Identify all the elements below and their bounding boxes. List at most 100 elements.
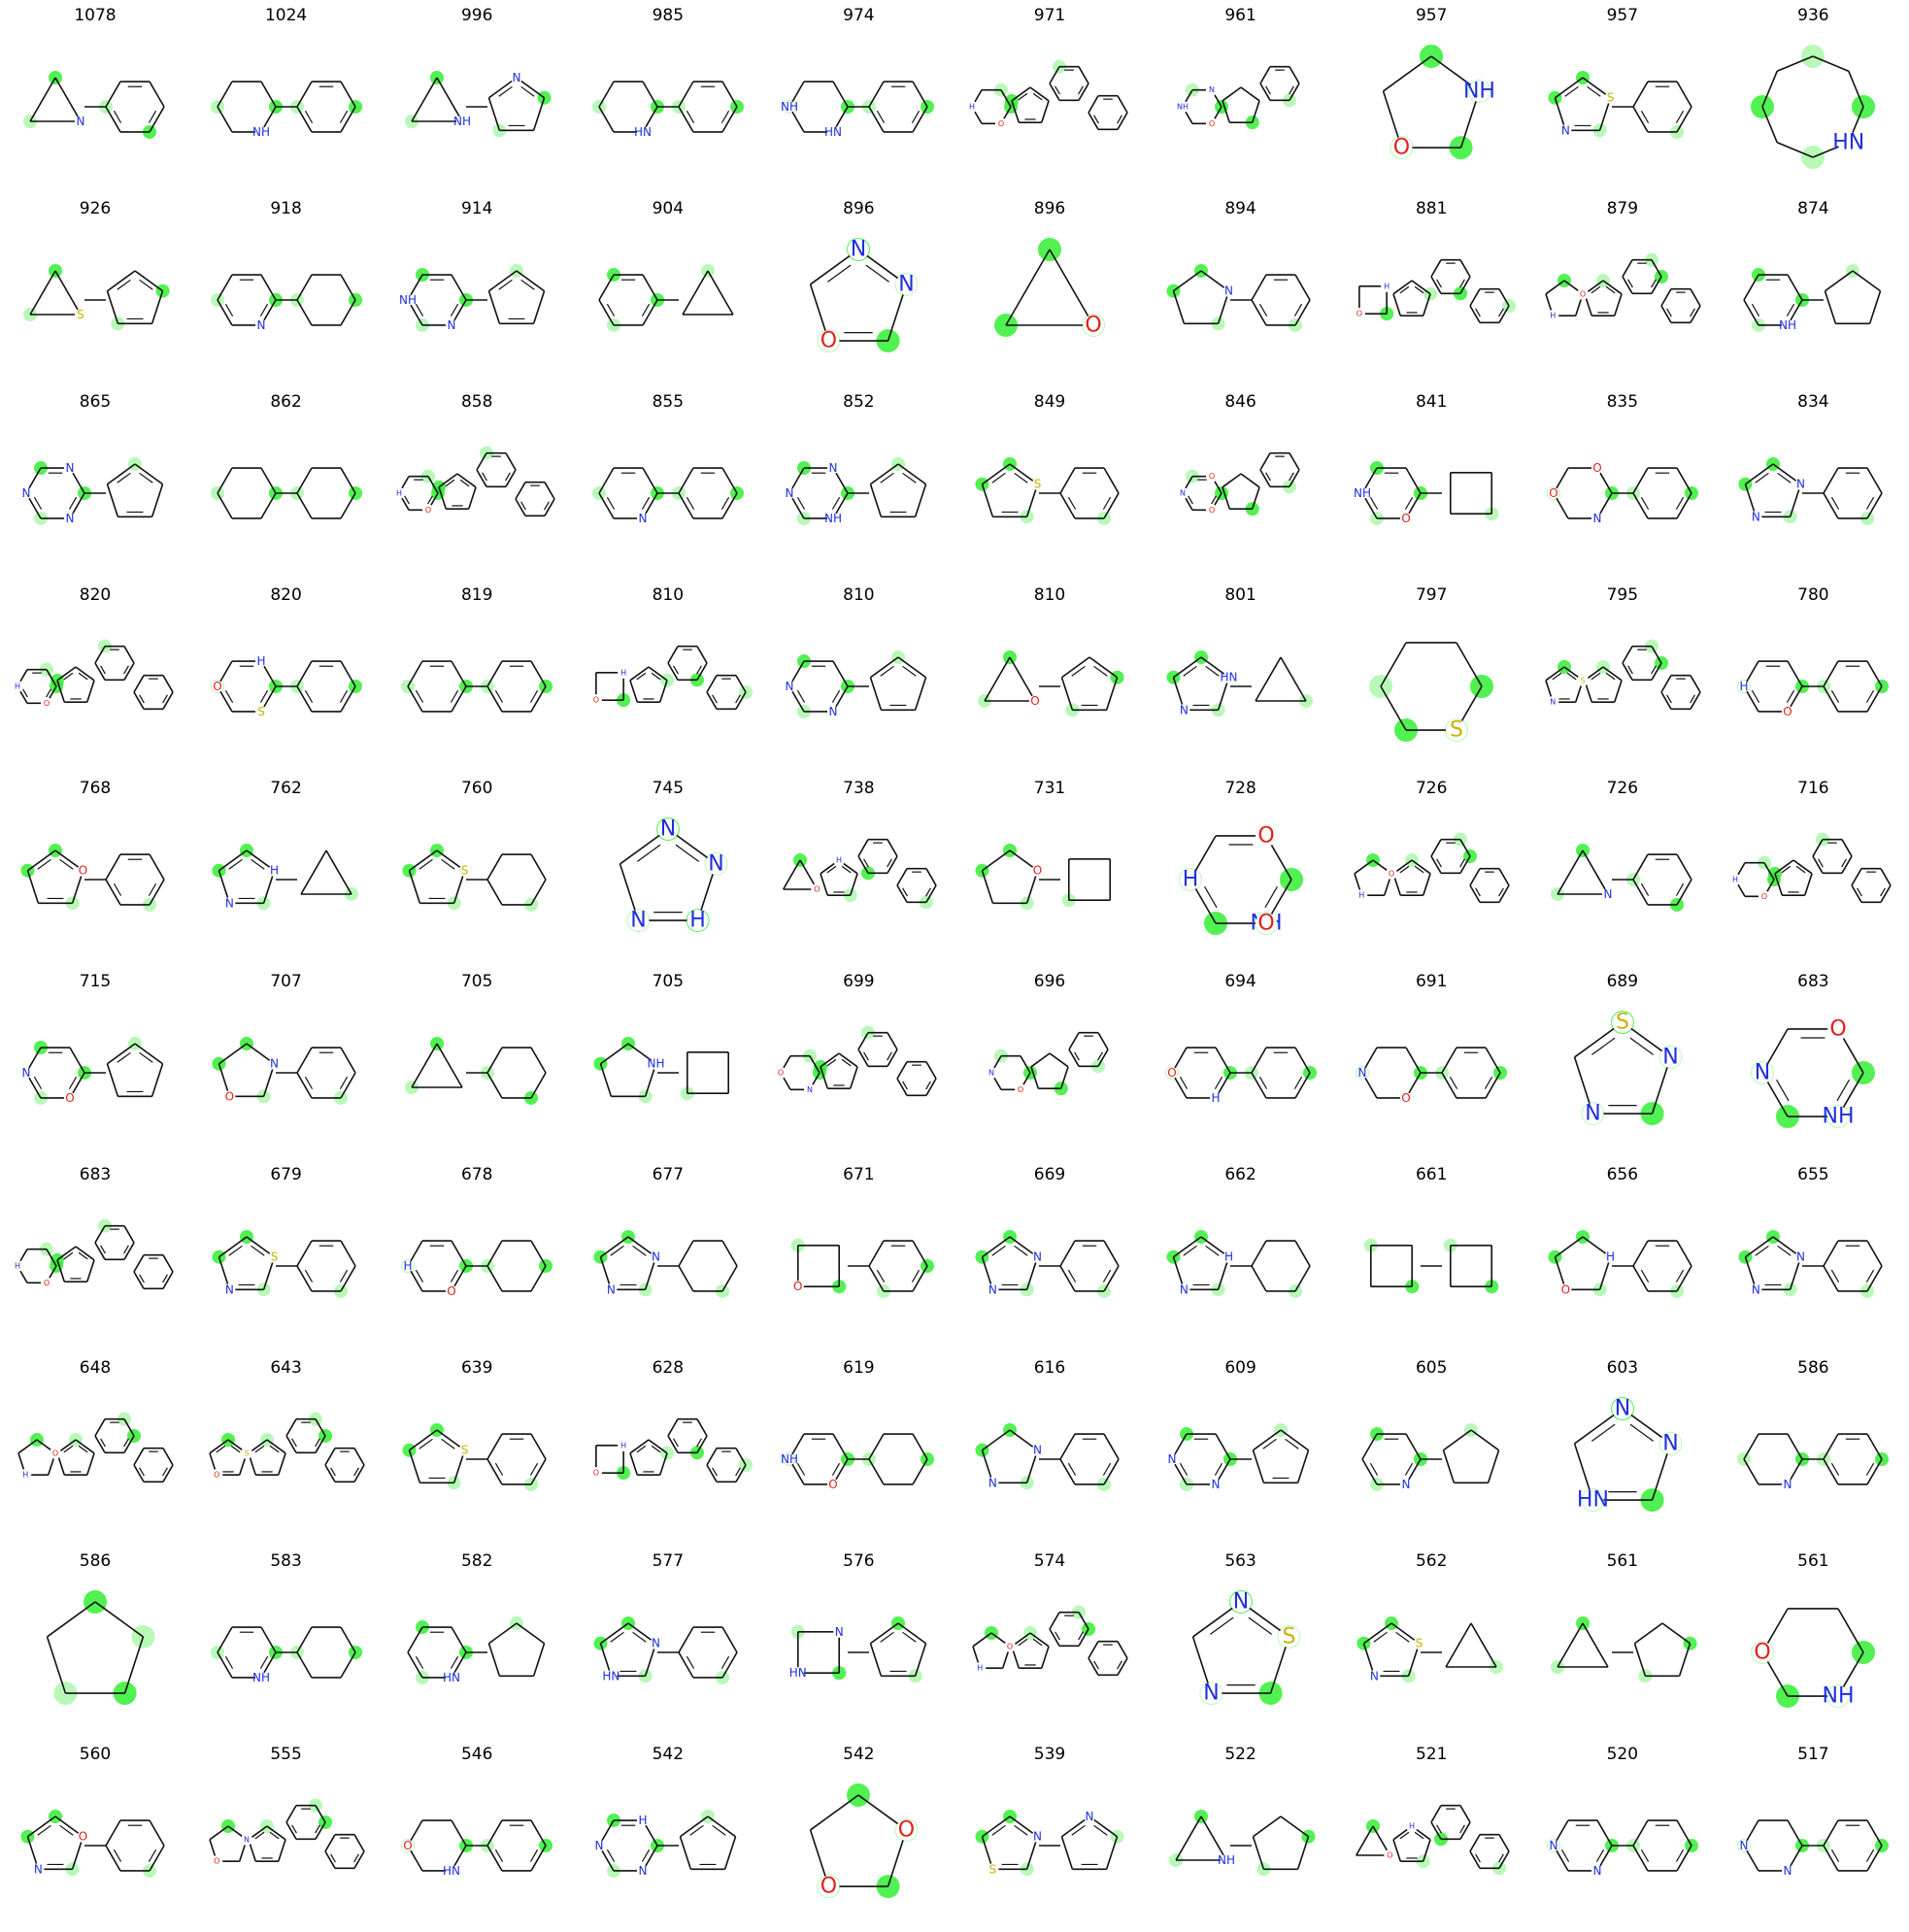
double-bond: [78, 672, 88, 681]
atom-label: N: [1561, 123, 1570, 137]
double-bond: [1102, 1462, 1112, 1476]
phenyl-pyridine-icon: N: [591, 467, 744, 525]
atom-label: S: [1607, 91, 1615, 105]
atom-label: O: [821, 329, 837, 353]
atom-label: O: [1208, 472, 1214, 481]
double-bond: [1796, 865, 1806, 874]
double-bond: [352, 1467, 359, 1477]
atom-label: NH: [824, 512, 842, 525]
bond: [438, 486, 448, 510]
double-bond: [1591, 672, 1601, 681]
bond: [706, 691, 718, 710]
double-bond: [672, 1438, 679, 1448]
bond: [1240, 86, 1260, 102]
double-bond: [520, 501, 527, 511]
bond: [1676, 853, 1692, 881]
bond: [486, 879, 503, 906]
bond: [85, 1452, 95, 1476]
atom-label-bg: [446, 1671, 458, 1683]
bond: [75, 1246, 95, 1261]
bond: [134, 463, 164, 485]
double-bond: [259, 303, 268, 316]
fmoc-linker-icon: OH: [1354, 832, 1510, 904]
atom-label: H: [620, 1441, 626, 1449]
atom-label-bg: [64, 512, 76, 524]
bond: [1252, 1836, 1264, 1870]
count-label: 841: [1415, 392, 1448, 412]
atom-label-bg: [1591, 512, 1603, 524]
double-bond: [641, 1849, 650, 1862]
double-bond: [1485, 1076, 1493, 1089]
atom-label: N: [224, 1282, 233, 1296]
atom-label-bg: [1255, 913, 1277, 935]
count-label: 561: [1606, 1551, 1639, 1571]
atom-label: O: [1401, 1091, 1410, 1105]
atom-label-bg: [1381, 280, 1393, 292]
atom-label: N: [1167, 1452, 1176, 1466]
atom-label-bg: [1611, 1398, 1633, 1419]
count-label: 810: [1033, 585, 1066, 605]
atom-label: N: [1179, 1282, 1188, 1296]
bond: [1866, 685, 1884, 713]
bond: [868, 1433, 886, 1460]
bond: [1622, 259, 1633, 278]
molecule-cell: 841 O NH: [1336, 386, 1526, 580]
count-label: 834: [1797, 392, 1829, 412]
count-label: 904: [652, 199, 685, 218]
molecule-cell: 894 N: [1146, 193, 1336, 386]
atom-label-bg: [1220, 1854, 1232, 1866]
atom-label-bg: [254, 655, 267, 668]
double-bond: [224, 1655, 233, 1669]
count-label: 661: [1415, 1165, 1448, 1184]
atom-label-bg: [1827, 1106, 1850, 1128]
double-bond: [304, 689, 313, 703]
bond: [1661, 1622, 1691, 1645]
double-bond: [78, 1445, 88, 1453]
bond: [1068, 1049, 1080, 1067]
bond: [1060, 1836, 1074, 1870]
bond: [1088, 112, 1099, 130]
atom-label-bg: [446, 318, 458, 331]
atom-label-bg: [456, 116, 469, 127]
bond: [1823, 660, 1840, 687]
atom-label: O: [829, 1478, 838, 1491]
atom-label-bg: [240, 1447, 252, 1459]
molecule-cell: 603 N HN N: [1527, 1352, 1718, 1546]
bond: [1363, 1622, 1392, 1645]
atom-label-bg: [1738, 681, 1751, 692]
bond: [408, 1449, 421, 1483]
bond: [810, 1794, 859, 1831]
fmoc-linker-icon: OH: [589, 1417, 753, 1483]
double-bond: [530, 689, 539, 703]
bond: [1498, 288, 1510, 307]
atom-label: HN: [443, 1671, 460, 1684]
atom-label: HN: [1577, 1488, 1609, 1513]
bond: [1059, 467, 1076, 494]
atom-label-bg: [986, 1067, 997, 1079]
bond: [17, 1439, 38, 1454]
atom-label-bg: [650, 1250, 662, 1263]
atom-label-bg: [1782, 318, 1794, 331]
count-label: 522: [1224, 1745, 1256, 1764]
bond: [1866, 1845, 1884, 1872]
bond: [857, 1049, 870, 1067]
bond: [887, 1032, 899, 1050]
double-bond: [1587, 85, 1601, 97]
phenyl-furan-icon: O: [20, 844, 165, 912]
diphenylmethane-icon: [401, 660, 553, 713]
double-bond: [1293, 1076, 1302, 1089]
atom-label-bg: [240, 1833, 252, 1846]
bond: [1240, 473, 1260, 488]
bond: [56, 1259, 66, 1282]
bond: [1059, 1433, 1076, 1460]
bond: [1602, 666, 1623, 682]
bond: [1676, 1265, 1692, 1292]
count-label: 726: [1415, 779, 1448, 798]
bond: [1258, 83, 1271, 101]
bond: [1088, 1657, 1099, 1676]
double-bond: [1866, 1462, 1875, 1476]
bond: [295, 1072, 313, 1099]
atom-highlight: [978, 694, 992, 708]
bond: [133, 691, 145, 710]
dioxolane-icon: OO: [810, 1783, 919, 1899]
